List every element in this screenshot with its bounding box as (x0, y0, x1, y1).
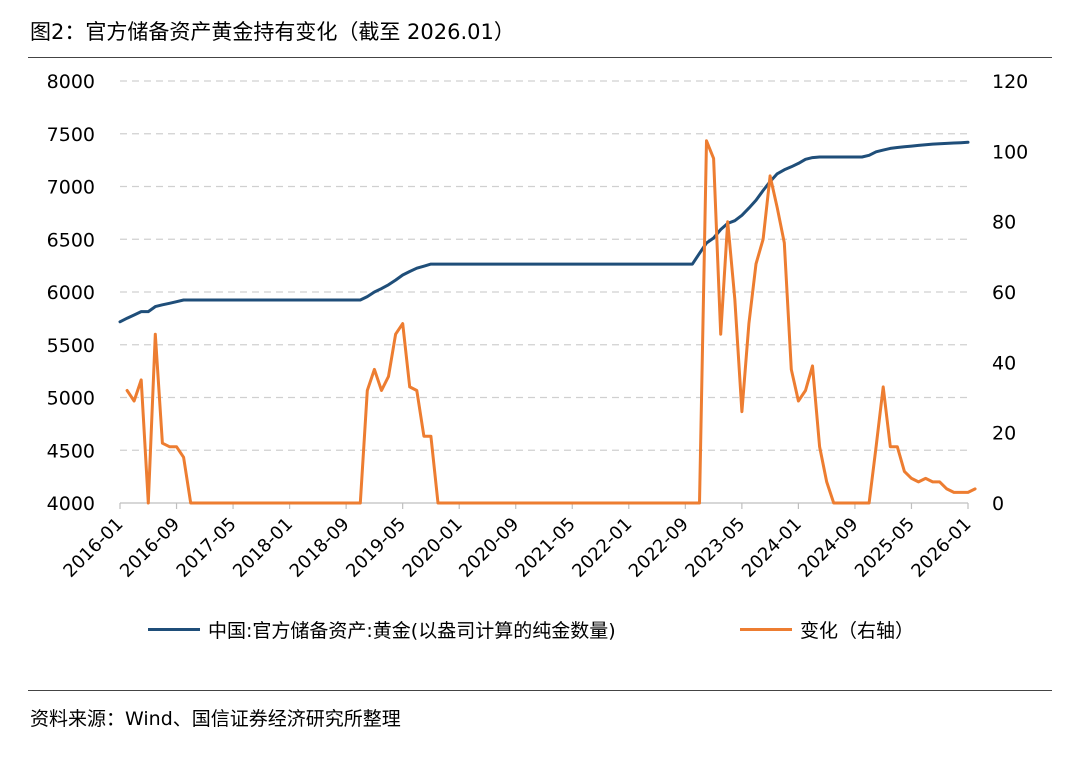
x-tick-label: 2024-09 (794, 514, 862, 582)
x-tick-label: 2025-05 (851, 514, 919, 582)
chart-legend: 中国:官方储备资产:黄金(以盎司计算的纯金数量) 变化（右轴） (0, 616, 1080, 646)
x-tick-label: 2022-09 (625, 514, 693, 582)
series-line-gold-reserves (118, 140, 970, 324)
line-chart: 4000 4500 5000 5500 6000 6500 7000 7500 8000 0 20 4… (47, 71, 1029, 582)
x-tick-label: 2018-09 (286, 514, 354, 582)
x-tick-label: 2024-01 (738, 514, 806, 582)
x-tick-label: 2018-01 (229, 514, 297, 582)
y-left-tick-label: 7000 (47, 177, 95, 199)
y-left-tick-label: 5500 (47, 335, 95, 357)
y-left-tick-label: 4000 (47, 493, 95, 515)
y-right-tick-label: 120 (992, 71, 1028, 93)
x-tick-label: 2016-09 (116, 514, 184, 582)
y-left-tick-label: 6500 (47, 229, 95, 251)
y-right-tick-label: 60 (992, 282, 1016, 304)
y-left-tick-label: 6000 (47, 282, 95, 304)
y-left-tick-label: 4500 (47, 440, 95, 462)
legend-label-right-series: 变化（右轴） (800, 620, 915, 642)
x-tick-label: 2017-05 (173, 514, 241, 582)
series-line-change (125, 139, 977, 505)
legend-item-right-series: 变化（右轴） (740, 616, 914, 643)
y-left-tick-label: 7500 (47, 124, 95, 146)
y-right-tick-label: 100 (992, 141, 1028, 163)
x-tick-label: 2019-05 (342, 514, 410, 582)
x-tick-label: 2026-01 (907, 514, 975, 582)
legend-swatch-right-series (740, 628, 792, 631)
chart-title: 图2：官方储备资产黄金持有变化（截至 2026.01） (30, 20, 515, 44)
top-divider (28, 57, 1052, 58)
x-tick-label: 2022-01 (568, 514, 636, 582)
y-right-tick-label: 20 (992, 423, 1016, 445)
y-right-tick-label: 80 (992, 212, 1016, 234)
source-note: 资料来源：Wind、国信证券经济研究所整理 (30, 708, 401, 730)
legend-swatch-left-series (148, 628, 200, 631)
x-tick-label: 2023-05 (681, 514, 749, 582)
y-left-tick-label: 8000 (47, 71, 95, 93)
x-tick-label: 2021-05 (512, 514, 580, 582)
bottom-divider (28, 690, 1052, 691)
x-tick-label: 2020-09 (455, 514, 523, 582)
y-right-tick-label: 0 (992, 493, 1004, 515)
x-tick-label: 2020-01 (399, 514, 467, 582)
legend-item-left-series: 中国:官方储备资产:黄金(以盎司计算的纯金数量) (148, 616, 616, 643)
y-right-tick-label: 40 (992, 352, 1016, 374)
legend-label-left-series: 中国:官方储备资产:黄金(以盎司计算的纯金数量) (208, 620, 616, 642)
x-tick-label: 2016-01 (59, 514, 127, 582)
y-left-tick-label: 5000 (47, 388, 95, 410)
